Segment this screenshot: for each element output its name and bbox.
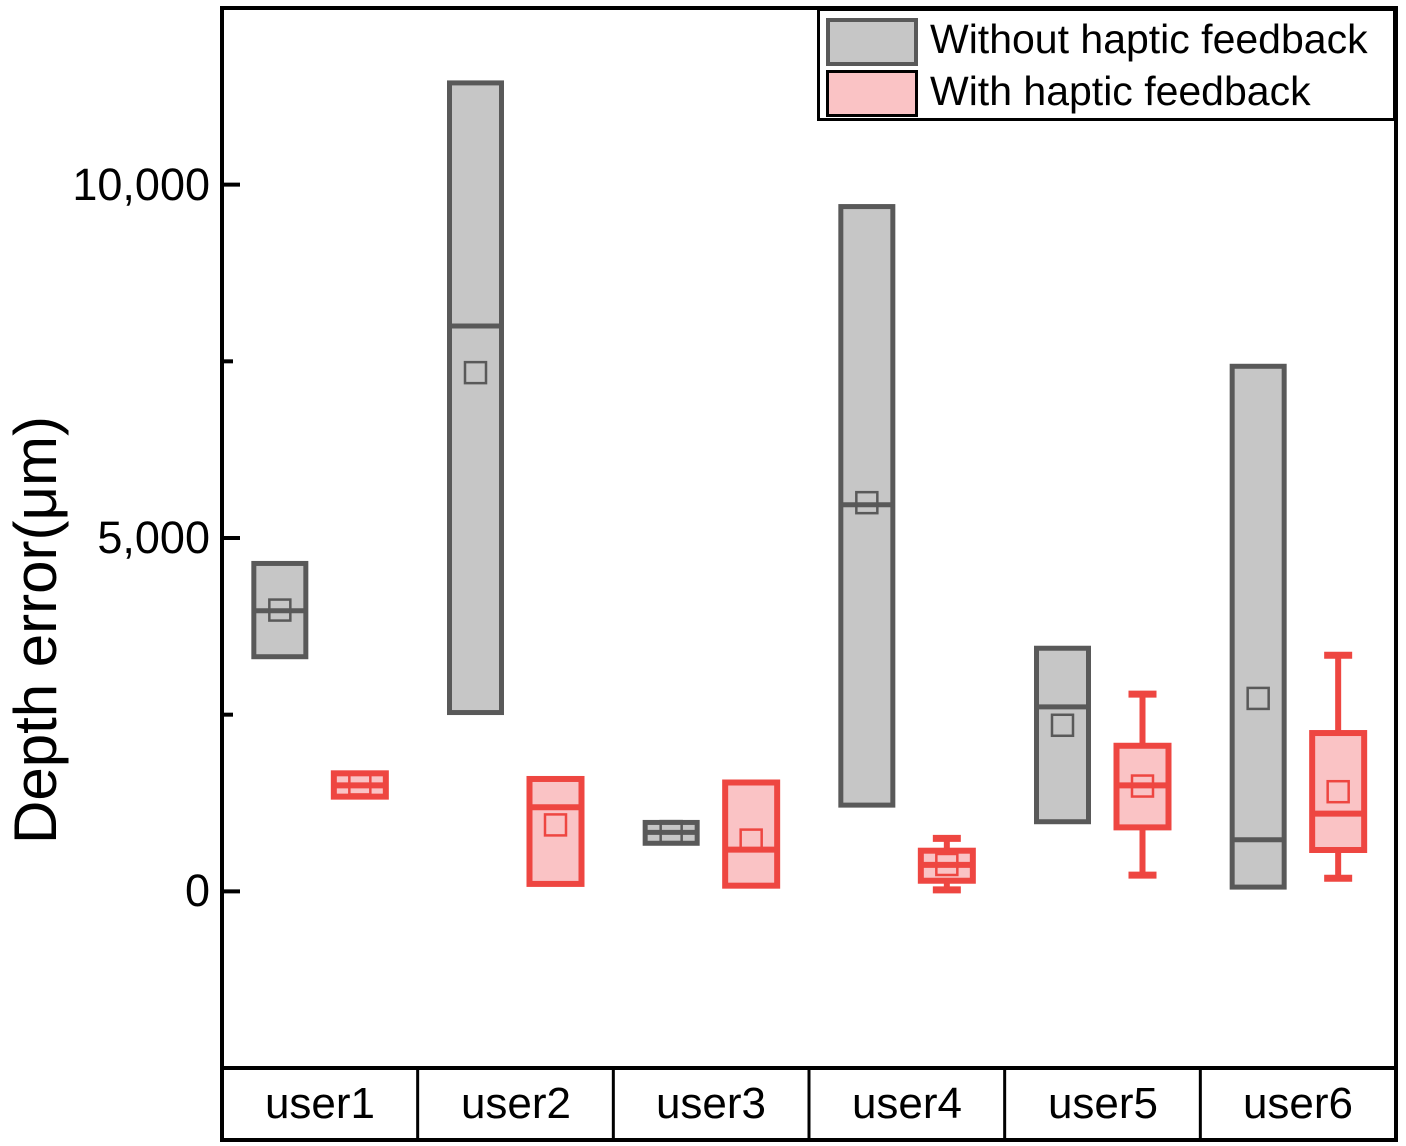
y-axis-title: Depth error(μm): [2, 416, 69, 844]
mean-marker-user4-with: [935, 852, 959, 877]
box-user3-with: [722, 779, 781, 889]
legend-swatch-with-haptic: [826, 70, 918, 117]
box-user6-without: [1229, 363, 1287, 890]
box-user2-with: [526, 775, 585, 887]
legend: Without haptic feedback With haptic feed…: [817, 8, 1396, 121]
plot-frame: [220, 6, 1398, 1070]
mean-marker-user3-without: [659, 819, 683, 844]
x-category-label-user3: user3: [655, 1079, 767, 1128]
legend-label-without-haptic: Without haptic feedback: [930, 16, 1368, 62]
legend-label-with-haptic: With haptic feedback: [930, 68, 1311, 114]
mean-marker-user6-with: [1326, 779, 1350, 804]
mean-marker-user2-without: [463, 360, 488, 385]
y-tick-label-10000: 10,000: [72, 159, 210, 210]
x-category-label-user6: user6: [1242, 1079, 1354, 1128]
legend-swatch-without-haptic: [826, 18, 918, 66]
mean-marker-user6-without: [1246, 686, 1270, 711]
x-category-label-user5: user5: [1047, 1079, 1159, 1128]
y-tick-label-0: 0: [184, 865, 210, 916]
y-tick-label-5000: 5,000: [97, 512, 210, 563]
mean-marker-user1-with: [348, 772, 372, 796]
mean-marker-user5-with: [1130, 774, 1155, 798]
mean-marker-user1-without: [268, 598, 292, 622]
mean-marker-user3-with: [739, 828, 763, 852]
x-category-label-user4: user4: [851, 1079, 963, 1128]
box-user2-without: [447, 80, 504, 716]
box-user6-with: [1309, 730, 1368, 853]
mean-marker-user4-without: [855, 490, 879, 515]
mean-marker-user5-without: [1050, 713, 1075, 738]
x-category-label-user2: user2: [460, 1079, 572, 1128]
mean-marker-user2-with: [543, 813, 568, 837]
box-user5-without: [1034, 645, 1091, 825]
x-category-label-user1: user1: [264, 1079, 376, 1128]
